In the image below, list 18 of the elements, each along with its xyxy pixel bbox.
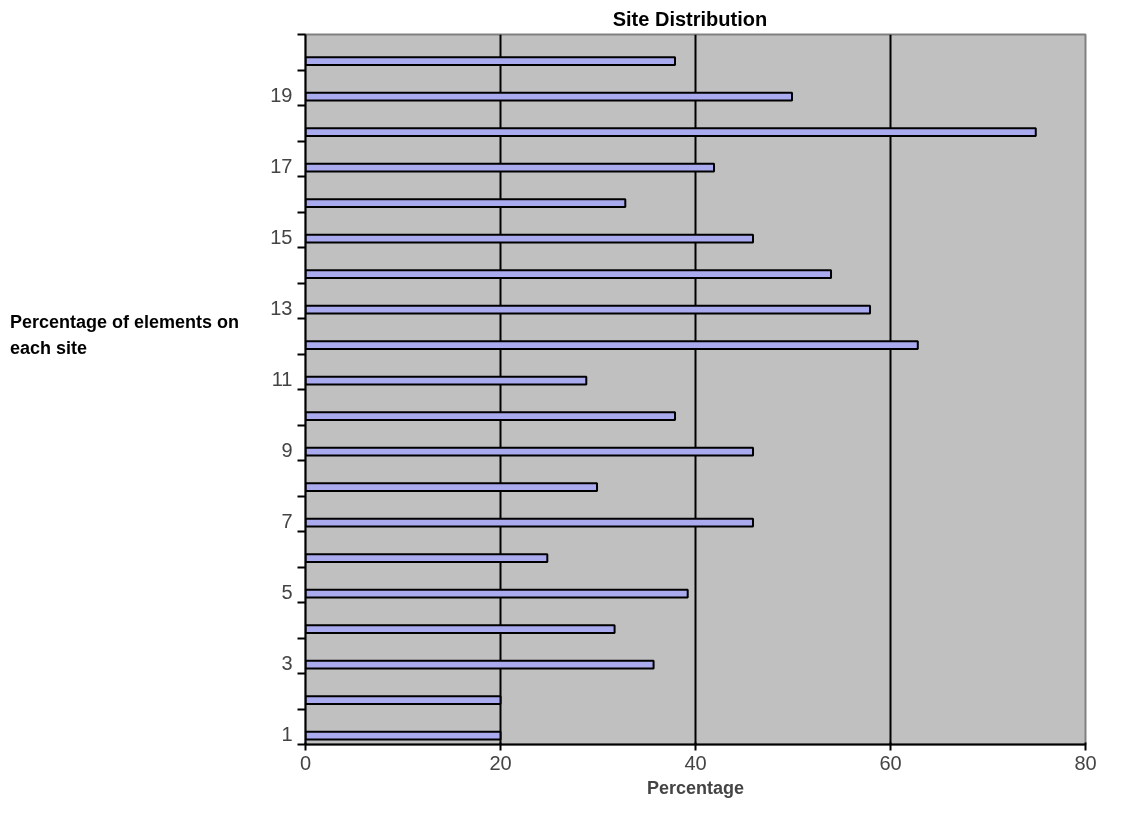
y-axis-title: Percentage of elements on each site (10, 311, 240, 360)
x-tick-label: 40 (684, 751, 707, 774)
x-tick-label: 0 (299, 751, 312, 774)
y-tick-label: 7 (281, 509, 293, 532)
y-tick-label: 11 (271, 367, 293, 390)
y-tick-label: 9 (281, 438, 293, 461)
chart-title: Site Distribution (612, 7, 768, 30)
x-tick-label: 80 (1074, 751, 1097, 774)
y-tick-label: 15 (270, 225, 293, 248)
y-tick-label: 1 (281, 722, 293, 745)
y-tick-label: 19 (270, 83, 293, 106)
y-tick-label: 13 (270, 296, 293, 319)
x-tick-label: 60 (879, 751, 902, 774)
x-axis-title: Percentage (646, 777, 745, 798)
y-tick-label: 3 (281, 651, 293, 674)
x-tick-label: 20 (489, 751, 512, 774)
y-tick-label: 5 (281, 580, 293, 603)
y-tick-label: 17 (270, 154, 293, 177)
